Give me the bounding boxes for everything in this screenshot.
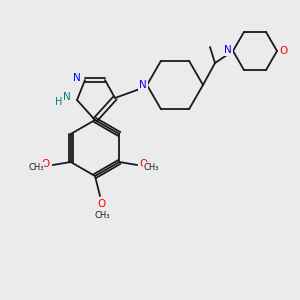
Text: N: N xyxy=(224,45,232,55)
Text: O: O xyxy=(98,199,106,209)
Text: O: O xyxy=(42,159,50,169)
Text: H: H xyxy=(55,97,63,107)
Text: N: N xyxy=(73,73,81,83)
Text: N: N xyxy=(63,92,71,102)
Text: CH₃: CH₃ xyxy=(94,212,110,220)
Text: CH₃: CH₃ xyxy=(143,163,159,172)
Text: CH₃: CH₃ xyxy=(28,163,44,172)
Text: N: N xyxy=(139,80,147,90)
Text: O: O xyxy=(139,159,147,169)
Text: O: O xyxy=(279,46,287,56)
